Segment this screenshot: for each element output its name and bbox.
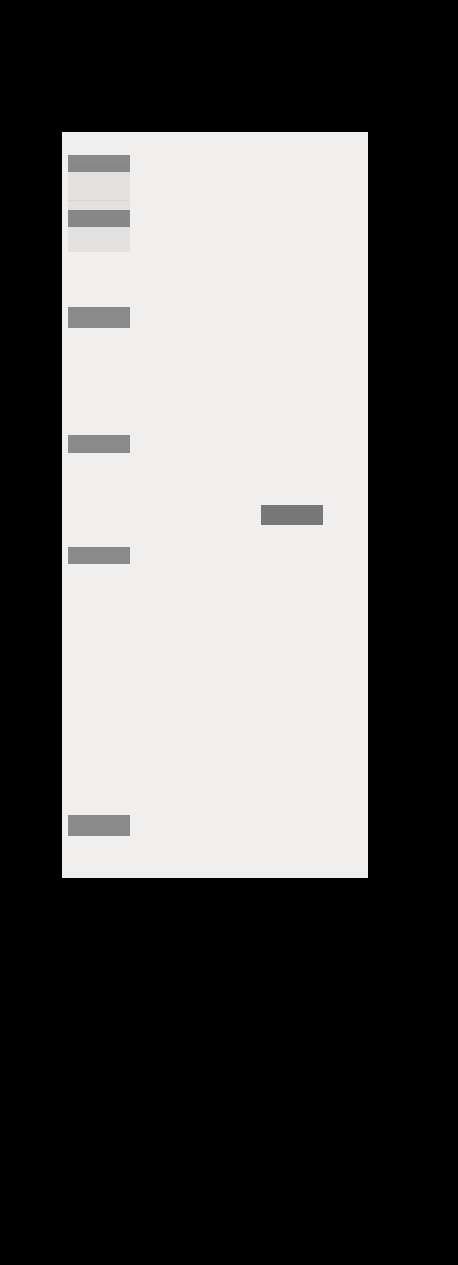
Text: 66 -: 66 - [30,436,60,452]
Text: 12 -: 12 - [30,818,60,834]
Text: 180 -: 180 - [21,211,60,226]
Text: - QKI: - QKI [370,507,407,522]
Text: 116 -: 116 - [20,310,60,325]
Text: 40 -: 40 - [30,548,60,563]
Text: 230 -: 230 - [20,157,60,171]
